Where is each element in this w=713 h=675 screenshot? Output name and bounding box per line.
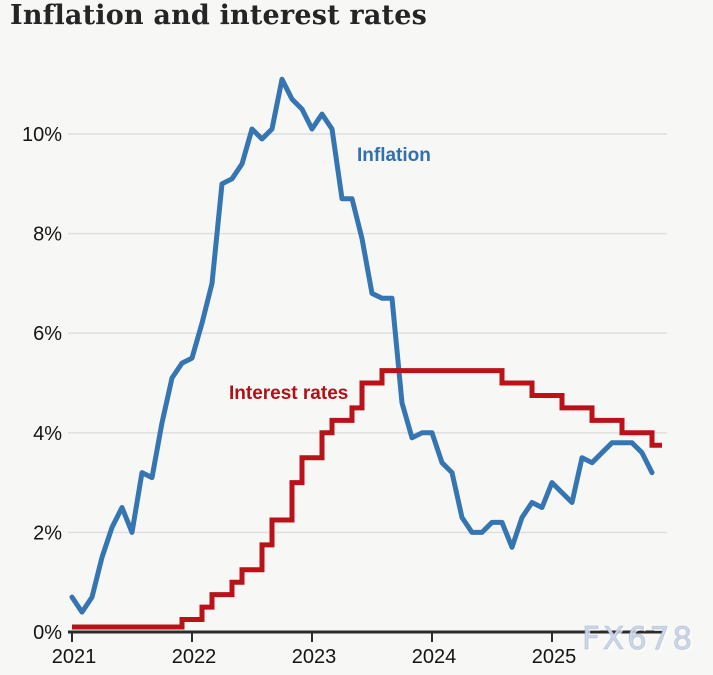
x-axis-label: 2022 (172, 646, 217, 668)
series-label-inflation: Inflation (357, 145, 431, 166)
chart-title: Inflation and interest rates (10, 0, 427, 31)
x-axis-label: 2021 (52, 646, 97, 668)
watermark-shadow: FX678 (584, 623, 697, 659)
x-axis-label: 2025 (532, 646, 577, 668)
y-axis-label: 0% (33, 622, 62, 644)
x-axis-label: 2023 (292, 646, 337, 668)
x-axis-label: 2024 (412, 646, 457, 668)
watermark: FX678 (582, 621, 695, 657)
inflation-line (69, 76, 655, 615)
interest-rates-line (72, 368, 662, 630)
series-label-interest-rates: Interest rates (229, 383, 348, 404)
y-axis-label: 10% (22, 124, 62, 146)
y-axis-label: 6% (33, 323, 62, 345)
y-axis-label: 2% (33, 522, 62, 544)
y-axis-label: 8% (33, 224, 62, 246)
y-axis-label: 4% (33, 423, 62, 445)
